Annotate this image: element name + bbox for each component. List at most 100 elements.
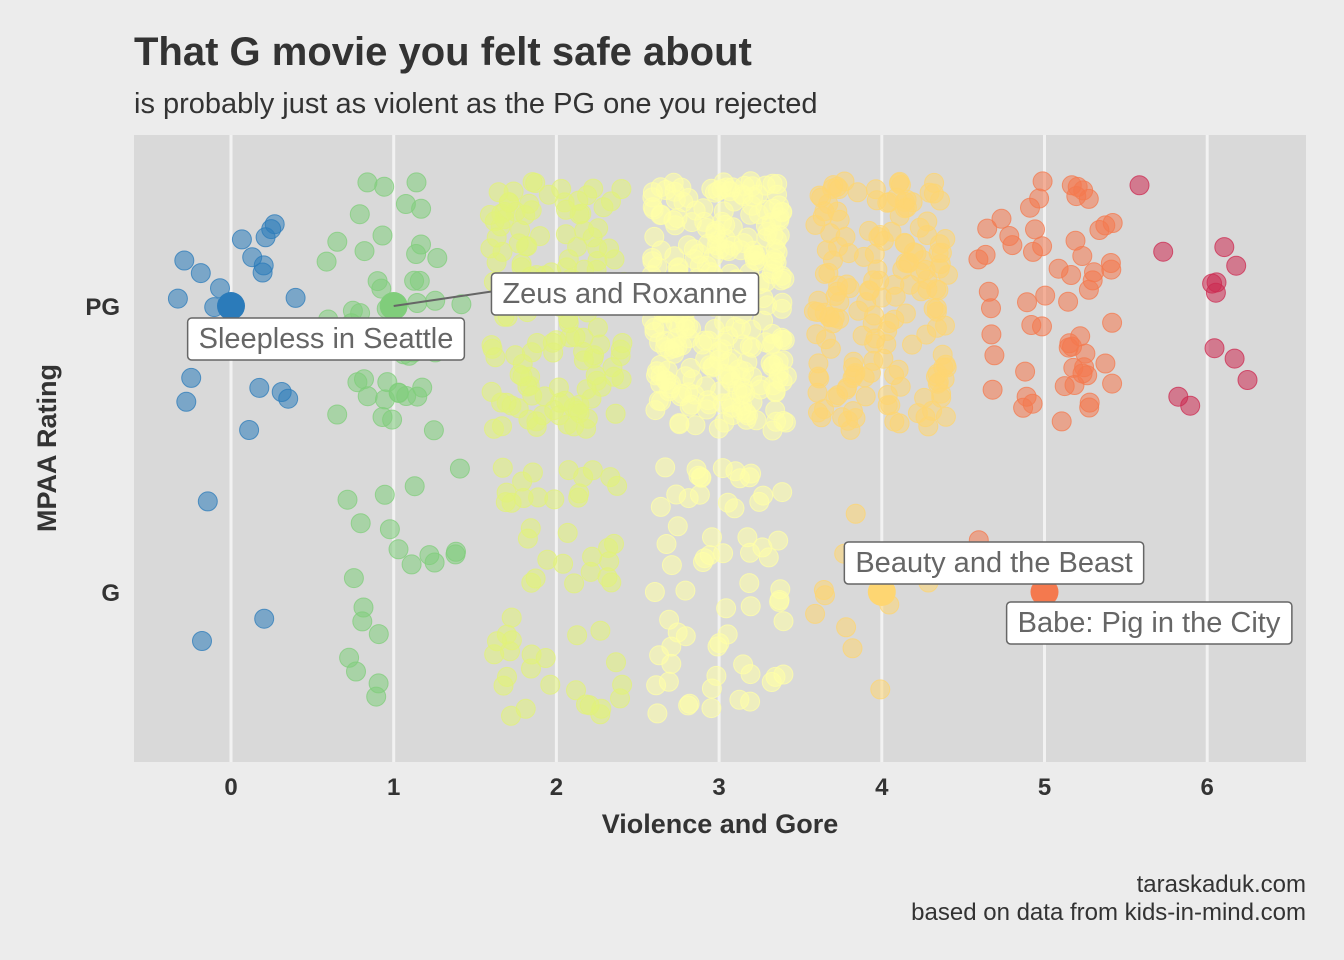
- data-point: [174, 250, 195, 271]
- data-point: [707, 636, 728, 657]
- data-point: [991, 208, 1012, 229]
- data-point: [870, 679, 891, 700]
- data-point: [544, 489, 565, 510]
- data-point: [895, 303, 916, 324]
- data-point: [757, 221, 778, 242]
- data-point: [372, 225, 393, 246]
- data-point: [907, 403, 928, 424]
- data-point: [239, 420, 260, 440]
- data-point: [917, 225, 938, 245]
- data-point: [1032, 236, 1053, 257]
- data-point: [1077, 365, 1098, 386]
- data-point: [197, 491, 218, 512]
- data-point: [395, 194, 416, 214]
- data-point: [167, 288, 188, 309]
- caption-source: based on data from kids-in-mind.com: [911, 899, 1306, 926]
- movie-label: Zeus and Roxanne: [490, 272, 760, 316]
- data-point: [1102, 373, 1123, 394]
- data-point: [825, 285, 846, 306]
- data-point: [661, 636, 682, 657]
- data-point: [509, 364, 530, 385]
- data-point: [285, 287, 306, 308]
- data-point: [343, 568, 364, 589]
- data-point: [1078, 279, 1099, 300]
- data-point: [1206, 272, 1227, 293]
- data-point: [845, 408, 866, 429]
- chart-subtitle: is probably just as violent as the PG on…: [134, 88, 818, 120]
- data-point: [404, 476, 425, 497]
- data-point: [540, 674, 561, 695]
- highlight-point: [217, 292, 245, 320]
- x-tick-label: 3: [712, 774, 725, 801]
- data-point: [1180, 395, 1201, 416]
- data-point: [741, 463, 762, 484]
- data-point: [643, 199, 664, 220]
- data-point: [701, 698, 722, 719]
- data-point: [553, 553, 574, 574]
- data-point: [1226, 255, 1247, 276]
- data-point: [862, 313, 883, 334]
- data-point: [693, 552, 713, 572]
- data-point: [819, 306, 840, 327]
- data-point: [423, 420, 444, 441]
- data-point: [354, 241, 375, 262]
- data-point: [568, 190, 589, 211]
- data-point: [765, 382, 786, 403]
- data-point: [655, 457, 676, 478]
- data-point: [926, 301, 947, 322]
- data-point: [773, 611, 794, 632]
- data-point: [981, 298, 1001, 319]
- data-point: [761, 672, 782, 692]
- data-point: [1017, 292, 1037, 313]
- data-point: [346, 661, 366, 682]
- data-point: [845, 503, 866, 524]
- data-point: [731, 184, 752, 205]
- data-point: [526, 411, 547, 432]
- movie-label: Babe: Pig in the City: [1005, 601, 1293, 645]
- highlight-point: [867, 578, 896, 606]
- data-point: [604, 366, 624, 387]
- data-point: [982, 379, 1003, 400]
- data-point: [737, 527, 758, 548]
- data-point: [724, 498, 745, 519]
- data-point: [1048, 258, 1069, 279]
- data-point: [1032, 316, 1052, 337]
- data-point: [412, 377, 433, 398]
- data-point: [774, 268, 795, 289]
- data-point: [516, 236, 536, 257]
- data-point: [651, 391, 672, 412]
- movie-label-text: Sleepless in Seattle: [199, 323, 454, 355]
- data-point: [658, 671, 679, 692]
- data-point: [374, 484, 395, 505]
- data-point: [192, 631, 212, 651]
- data-point: [773, 411, 794, 431]
- data-point: [737, 405, 758, 426]
- data-point: [181, 367, 202, 388]
- data-point: [379, 519, 400, 540]
- highlight-point: [1030, 578, 1059, 606]
- data-point: [535, 648, 556, 668]
- data-point: [534, 386, 555, 407]
- data-point: [968, 249, 989, 270]
- data-point: [401, 554, 422, 575]
- data-point: [938, 264, 958, 285]
- data-point: [585, 365, 606, 386]
- data-point: [551, 178, 572, 199]
- data-point: [656, 534, 677, 554]
- data-point: [604, 533, 624, 554]
- data-point: [984, 345, 1005, 366]
- data-point: [404, 270, 425, 291]
- data-point: [406, 172, 427, 193]
- data-point: [368, 624, 389, 645]
- movie-label-text: Zeus and Roxanne: [502, 278, 747, 310]
- data-point: [733, 654, 754, 675]
- data-point: [606, 652, 626, 673]
- data-point: [522, 462, 543, 483]
- data-point: [865, 179, 886, 200]
- data-point: [530, 226, 550, 247]
- data-point: [694, 330, 715, 351]
- data-point: [349, 204, 370, 225]
- movie-label-box: [843, 541, 1145, 585]
- data-point: [707, 230, 728, 251]
